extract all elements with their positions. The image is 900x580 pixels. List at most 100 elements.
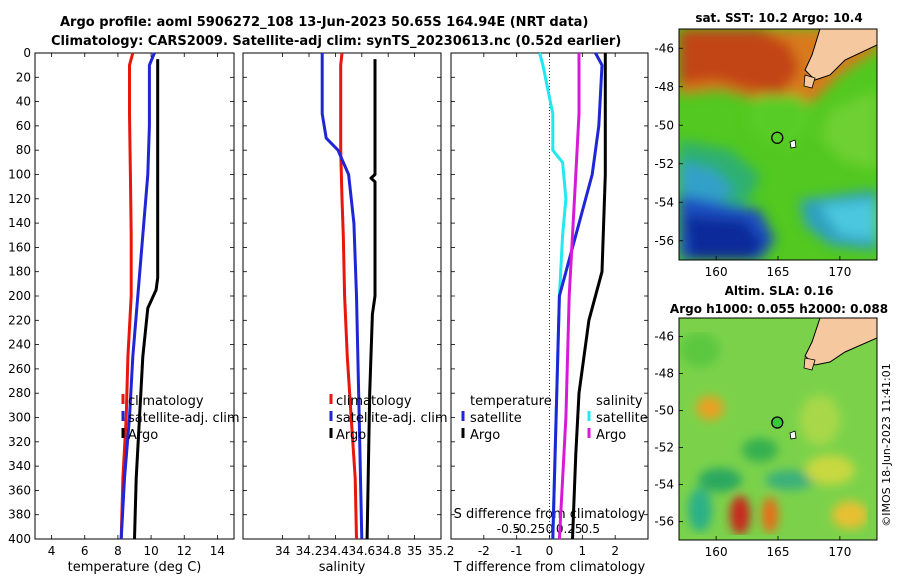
temperature-legend-label: satellite-adj. clim — [128, 411, 240, 426]
sst-map-axes: 160 165 170 -46 -48 -50 -52 -54 -56 — [654, 28, 878, 279]
sla-map-ytick-label: -54 — [654, 478, 674, 492]
difference-xtick-label: 2 — [611, 544, 619, 558]
salinity-legend-label: climatology — [336, 394, 412, 409]
salinity-xtick-label: 34.8 — [375, 544, 402, 558]
legend-s-label: satellite — [596, 411, 648, 426]
imos-watermark: ©IMOS 18-Jun-2023 11:41:01 — [880, 363, 893, 527]
s-tick-label: -0.25 — [514, 522, 545, 536]
salinity-xtick-label: 34.4 — [322, 544, 349, 558]
depth-tick-label: 20 — [16, 70, 31, 84]
sla-map-axes: 160 165 170 -46 -48 -50 -52 -54 -56 — [654, 317, 878, 559]
sst-map-xtick-label: 160 — [705, 265, 728, 279]
depth-tick-label: 60 — [16, 119, 31, 133]
salinity-xtick-label: 35.2 — [428, 544, 455, 558]
salinity-panel: 34 34.2 34.4 34.6 34.8 35 35.2 salinity climatol… — [242, 52, 455, 575]
difference-xtick-label: 0 — [546, 544, 554, 558]
figure-title-line2: Climatology: CARS2009. Satellite-adj cli… — [51, 34, 621, 49]
sla-map-land — [804, 318, 877, 366]
difference-line-s-satellite — [557, 53, 581, 540]
legend-salinity-title: salinity — [596, 394, 643, 409]
legend-temperature-title: temperature — [470, 394, 552, 409]
sst-map-ytick-label: -52 — [654, 157, 674, 171]
sst-map-ytick-label: -48 — [654, 80, 674, 94]
depth-tick-label: 0 — [23, 46, 31, 60]
sla-map-island — [803, 357, 816, 371]
depth-tick-label: 260 — [8, 362, 31, 376]
difference-xlabel: T difference from climatology — [453, 560, 646, 575]
salinity-xtick-label: 34.6 — [348, 544, 375, 558]
temperature-line-satellite-adj-clim — [119, 52, 156, 540]
sst-map-ytick-label: -56 — [654, 234, 674, 248]
sst-map-ytick-label: -50 — [654, 118, 674, 132]
temperature-xtick-label: 10 — [143, 544, 158, 558]
depth-tick-label: 40 — [16, 95, 31, 109]
sla-map-field — [680, 332, 868, 535]
sst-map-islet — [789, 139, 797, 149]
depth-tick-label: 400 — [8, 532, 31, 546]
depth-tick-label: 140 — [8, 216, 31, 230]
depth-tick-label: 320 — [8, 435, 31, 449]
temperature-panel: 0 20 40 60 80 100 120 140 160 180 200 220 240 260 280 3… — [8, 46, 240, 575]
sst-map — [679, 29, 877, 260]
temperature-legend-label: Argo — [128, 428, 158, 443]
difference-line-s-argo — [571, 53, 607, 540]
sst-map-title: sat. SST: 10.2 Argo: 10.4 — [695, 11, 862, 25]
sst-map-ytick-label: -46 — [654, 41, 674, 55]
depth-tick-label: 220 — [8, 313, 31, 327]
sla-map-ytick-label: -50 — [654, 404, 674, 418]
difference-xtick-label: -2 — [478, 544, 490, 558]
salinity-xtick-label: 35 — [407, 544, 422, 558]
sla-map-title: Altim. SLA: 0.16 — [725, 284, 834, 298]
s-tick-label: 0.25 — [556, 522, 583, 536]
sst-map-ytick-label: -54 — [654, 195, 674, 209]
temperature-xtick-label: 8 — [114, 544, 122, 558]
salinity-xtick-label: 34 — [275, 544, 290, 558]
s-difference-label: S difference from climatology — [454, 507, 646, 522]
salinity-line-climatology — [339, 52, 358, 540]
difference-line-t-argo — [551, 52, 604, 540]
argo-position-marker — [771, 131, 784, 144]
sla-map-ytick-label: -48 — [654, 367, 674, 381]
s-tick-label: -0.5 — [497, 522, 520, 536]
depth-tick-label: 180 — [8, 265, 31, 279]
figure-title-line1: Argo profile: aoml 5906272_108 13-Jun-20… — [60, 15, 588, 30]
sla-map-islet — [789, 430, 797, 440]
depth-tick-label: 240 — [8, 338, 31, 352]
salinity-legend-label: satellite-adj. clim — [336, 411, 448, 426]
difference-panel: -2 -1 0 1 2 T difference from climatology -0.5… — [450, 52, 649, 575]
sla-map-subtitle: Argo h1000: 0.055 h2000: 0.088 — [670, 302, 888, 316]
depth-tick-label: 200 — [8, 289, 31, 303]
temperature-legend-label: climatology — [128, 394, 204, 409]
salinity-xtick-label: 34.2 — [296, 544, 323, 558]
s-tick-label: 0 — [546, 522, 554, 536]
temperature-line-argo — [133, 59, 160, 540]
depth-tick-label: 380 — [8, 508, 31, 522]
sst-map-land — [804, 29, 877, 81]
temperature-axes-frame — [34, 52, 235, 540]
depth-tick-label: 340 — [8, 459, 31, 473]
depth-tick-label: 360 — [8, 483, 31, 497]
depth-tick-label: 80 — [16, 143, 31, 157]
sst-map-xtick-label: 170 — [828, 265, 851, 279]
depth-tick-label: 100 — [8, 168, 31, 182]
temperature-xtick-label: 14 — [210, 544, 225, 558]
sla-map-xtick-label: 160 — [705, 545, 728, 559]
temperature-xtick-label: 12 — [177, 544, 192, 558]
depth-tick-label: 160 — [8, 240, 31, 254]
salinity-line-argo — [365, 59, 377, 540]
depth-tick-label: 300 — [8, 411, 31, 425]
temperature-xtick-label: 6 — [81, 544, 89, 558]
sla-map-ytick-label: -46 — [654, 330, 674, 344]
depth-tick-label: 280 — [8, 386, 31, 400]
sla-map-xtick-label: 170 — [828, 545, 851, 559]
sla-map-ytick-label: -56 — [654, 515, 674, 529]
sla-map-xtick-label: 165 — [767, 545, 790, 559]
sst-map-island — [803, 74, 816, 89]
sla-map — [679, 318, 877, 540]
legend-s-label: Argo — [596, 428, 626, 443]
s-tick-label: 0.5 — [581, 522, 600, 536]
depth-tick-label: 120 — [8, 192, 31, 206]
argo-position-marker — [771, 416, 784, 429]
temperature-line-climatology — [119, 52, 135, 540]
